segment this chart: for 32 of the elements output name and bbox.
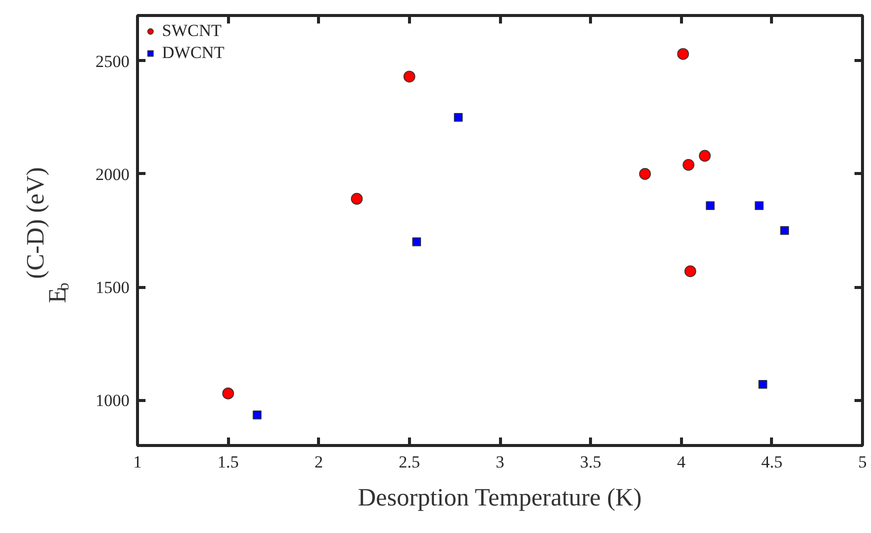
point: [682, 158, 694, 171]
x-axis-title: Desorption Temperature (K): [358, 484, 642, 512]
y-tick-label: 1000: [96, 391, 130, 410]
point: [780, 226, 789, 235]
y-axis-title: Eb(C-D) (eV): [22, 167, 72, 304]
point: [350, 192, 363, 205]
x-tick-label: 3.5: [580, 452, 602, 472]
point: [639, 168, 651, 180]
point: [684, 265, 696, 278]
legend-label: DWCNT: [162, 43, 224, 63]
x-tick-label: 3: [496, 452, 504, 472]
point: [222, 388, 234, 400]
point: [698, 150, 711, 162]
y-tick-label: 2000: [96, 164, 130, 184]
x-tick-label: 1: [133, 452, 142, 472]
point: [754, 201, 764, 210]
point: [706, 201, 715, 210]
x-tick-label: 1.5: [218, 452, 239, 472]
point: [403, 70, 416, 82]
point: [677, 48, 689, 60]
point: [454, 112, 463, 122]
x-tick-label: 2: [314, 452, 323, 472]
point: [252, 410, 262, 420]
x-tick-label: 5: [858, 452, 867, 472]
point: [758, 380, 768, 389]
x-tick-label: 4: [677, 452, 686, 472]
x-tick-label: 4.5: [761, 452, 782, 472]
point: [412, 237, 422, 246]
x-tick-label: 2.5: [398, 452, 420, 472]
y-tick-label: 1500: [96, 278, 130, 298]
y-tick-label: 2500: [96, 52, 130, 71]
legend-label: SWCNT: [162, 21, 222, 41]
